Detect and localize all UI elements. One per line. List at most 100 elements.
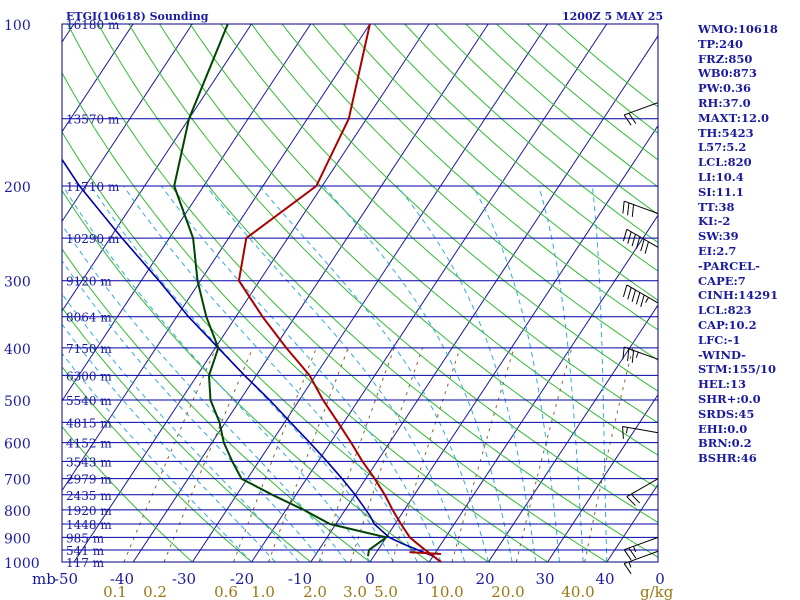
- sounding-index-item: BSHR:46: [698, 451, 757, 466]
- wind-barb-staff: [626, 284, 659, 304]
- wind-barb-staff: [624, 102, 659, 116]
- sounding-index-item: TH:5423: [698, 125, 754, 140]
- isotherm-line: [428, 214, 658, 562]
- mixing-ratio-tick-label: 0.6: [214, 583, 238, 600]
- wind-barb-staff: [624, 536, 659, 551]
- temperature-tick-label: -40: [110, 570, 134, 588]
- height-label: 2979 m: [66, 473, 112, 487]
- sounding-index-item: TT:38: [698, 199, 735, 214]
- pressure-tick-label: 400: [4, 342, 31, 358]
- mixing-ratio-tick-label: 40.0: [561, 583, 594, 600]
- mixing-ratio-tick-label: 10.0: [430, 583, 463, 600]
- sounding-index-item: WMO:10618: [698, 22, 778, 36]
- wind-barb-feather: [627, 202, 630, 216]
- isotherm-line: [62, 24, 193, 223]
- isotherm-line: [310, 35, 658, 562]
- sounding-index-item: TP:240: [698, 36, 744, 51]
- moist-adiabat-line: [62, 292, 300, 562]
- sounding-index-item: EHI:0.0: [698, 421, 748, 436]
- height-label: 1448 m: [66, 518, 112, 532]
- dry-adiabat-line: [128, 24, 658, 523]
- wind-barb: [623, 102, 659, 126]
- parcel-trace: [62, 158, 434, 557]
- height-label: 3543 m: [66, 455, 112, 469]
- wind-barb-half-feather: [625, 427, 628, 434]
- sounding-index-item: LI:10.4: [698, 169, 744, 184]
- sounding-index-item: MAXT:12.0: [698, 110, 769, 125]
- wind-barb-half-feather: [635, 351, 639, 358]
- dewpoint-trace: [173, 24, 389, 557]
- wind-barb-feather: [631, 289, 636, 302]
- height-label: 8064 m: [66, 311, 112, 325]
- wind-barb: [622, 346, 659, 363]
- height-label: 985 m: [66, 531, 105, 545]
- mixing-ratio-unit-label: g/kg: [640, 583, 674, 600]
- wind-barb: [622, 228, 659, 254]
- pressure-tick-label: 300: [4, 275, 31, 291]
- mixing-ratio-line: [268, 347, 349, 562]
- isotherm-line: [369, 124, 658, 562]
- wind-barb-half-feather: [633, 546, 637, 553]
- sounding-indices-list: WMO:10618 TP:240 FRZ:850 WB0:873 PW:0.36 RH:3…: [698, 22, 778, 466]
- height-label: 1920 m: [66, 504, 112, 518]
- sounding-index-item: CAP:10.2: [698, 317, 757, 332]
- moist-adiabat-line: [123, 185, 418, 562]
- wind-barb: [626, 478, 659, 506]
- wind-barb-feather: [635, 292, 641, 305]
- wind-barb-feather: [628, 547, 637, 559]
- mixing-ratio-tick-label: 0.1: [103, 583, 127, 600]
- wind-barb-feather: [623, 563, 632, 575]
- sounding-index-item: SI:11.1: [698, 184, 744, 199]
- sounding-index-item: PW:0.36: [698, 81, 752, 96]
- pressure-tick-label: 800: [4, 504, 31, 520]
- temperature-tick-label: -10: [288, 570, 312, 588]
- isotherm-line: [487, 304, 658, 562]
- wind-barb: [622, 425, 659, 439]
- wind-barb-feather: [623, 114, 632, 126]
- wind-barb-feather: [622, 229, 628, 242]
- temperature-tick-label: 20: [475, 570, 494, 588]
- wind-barb-feather: [622, 201, 625, 214]
- pressure-tick-label: 600: [4, 437, 31, 453]
- wind-barb: [623, 550, 659, 575]
- wind-barb-staff: [624, 550, 659, 565]
- mixing-ratio-line: [350, 347, 424, 562]
- pressure-tick-label: 1000: [4, 556, 40, 572]
- valid-time: 1200Z 5 MAY 25: [562, 10, 663, 23]
- wind-barb-feather: [631, 204, 635, 217]
- mixing-ratio-tick-label: 2.0: [303, 583, 327, 600]
- isotherm-line: [191, 24, 548, 562]
- sounding-index-item: SRDS:45: [698, 406, 755, 421]
- wind-barb-feather: [622, 346, 625, 360]
- mixing-ratio-tick-label: 3.0: [343, 583, 367, 600]
- mixing-ratio-line: [515, 347, 573, 562]
- sounding-index-item: EI:2.7: [698, 243, 737, 258]
- wind-barb-feather: [623, 549, 632, 561]
- sounding-index-item: KI:-2: [698, 214, 731, 229]
- sounding-index-item: CAPE:7: [698, 273, 746, 288]
- isotherm-line: [62, 24, 134, 133]
- height-label: 4152 m: [66, 437, 112, 451]
- mixing-ratio-tick-label: 1.0: [251, 583, 275, 600]
- height-label: 4815 m: [66, 416, 112, 430]
- moist-adiabat-line: [591, 185, 608, 562]
- wind-barb-staff: [626, 228, 659, 248]
- surface-marker: [409, 551, 442, 555]
- wind-barb-feather: [630, 493, 641, 504]
- dry-adiabat-line: [62, 366, 252, 562]
- mixing-ratio-tick-label: 5.0: [374, 583, 398, 600]
- temperature-tick-label: 30: [535, 570, 554, 588]
- pressure-tick-label: 200: [4, 180, 31, 196]
- wind-barb-staff: [622, 425, 659, 434]
- mixing-ratio-tick-label: 20.0: [491, 583, 524, 600]
- wind-barb-feather: [627, 348, 630, 362]
- mixing-ratio-tick-label: 0.2: [143, 583, 167, 600]
- sounding-index-item: SW:39: [698, 229, 739, 244]
- isotherm-line: [62, 24, 312, 402]
- mixing-ratio-line: [451, 347, 515, 562]
- temperature-trace: [237, 24, 442, 562]
- sounding-index-item: -WIND-: [698, 347, 746, 362]
- pressure-tick-label: 700: [4, 473, 31, 489]
- isotherm-line: [547, 393, 658, 562]
